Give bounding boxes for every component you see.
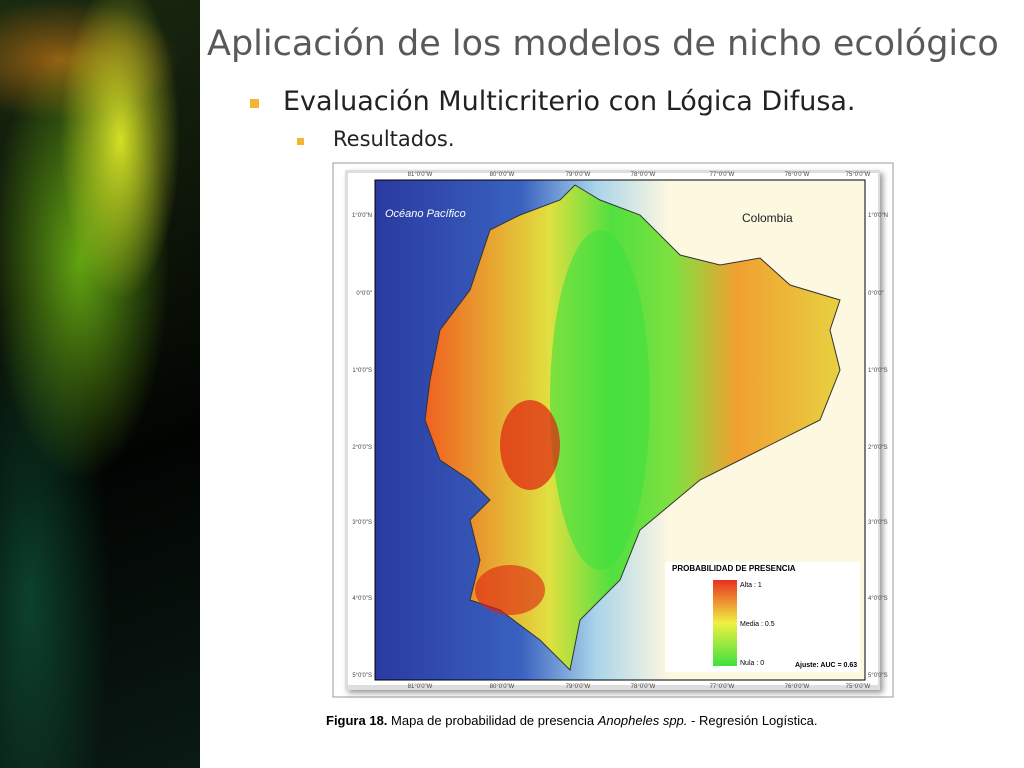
ocean-label: Océano Pacífico xyxy=(385,208,466,220)
caption-method: - Regresión Logística. xyxy=(691,713,817,728)
lon-tick-label: 76°0'0"W xyxy=(785,172,810,178)
lat-tick-label: 0°0'0" xyxy=(868,291,884,297)
lat-tick-label: 1°0'0"N xyxy=(868,213,888,219)
lon-tick-label: 77°0'0"W xyxy=(710,172,735,178)
legend-box xyxy=(665,562,860,672)
lon-tick-label: 79°0'0"W xyxy=(566,172,591,178)
lat-tick-label: 1°0'0"N xyxy=(352,213,372,219)
legend-fit: Ajuste: AUC = 0.63 xyxy=(795,662,857,669)
lat-tick-label: 5°0'0"S xyxy=(352,673,372,679)
caption: Figura 18. Mapa de probabilidad de prese… xyxy=(326,713,817,728)
bullet-marker xyxy=(250,99,259,108)
lon-tick-label: 75°0'0"W xyxy=(846,684,871,690)
lon-tick-label: 75°0'0"W xyxy=(846,172,871,178)
map-zone xyxy=(500,400,560,490)
lon-tick-label: 81°0'0"W xyxy=(408,684,433,690)
lon-tick-label: 81°0'0"W xyxy=(408,172,433,178)
country-label: Colombia xyxy=(742,211,793,225)
lat-tick-label: 0°0'0" xyxy=(356,291,372,297)
lon-tick-label: 80°0'0"W xyxy=(490,684,515,690)
lon-tick-label: 76°0'0"W xyxy=(785,684,810,690)
bullet: Resultados. xyxy=(333,127,455,151)
map-zone xyxy=(550,230,650,570)
lat-tick-label: 3°0'0"S xyxy=(868,520,888,526)
caption-species: Anopheles spp. xyxy=(597,713,688,728)
legend-label: Alta : 1 xyxy=(740,582,762,589)
decorative-strip xyxy=(0,0,200,768)
legend-label: Nula : 0 xyxy=(740,660,764,667)
caption-text: Mapa de probabilidad de presencia xyxy=(391,713,595,728)
lon-tick-label: 78°0'0"W xyxy=(631,172,656,178)
caption-label: Figura 18. xyxy=(326,713,387,728)
bullet: Evaluación Multicriterio con Lógica Difu… xyxy=(283,86,856,117)
lat-tick-label: 1°0'0"S xyxy=(868,368,888,374)
lat-tick-label: 5°0'0"S xyxy=(868,673,888,679)
legend-title: PROBABILIDAD DE PRESENCIA xyxy=(672,564,796,573)
lon-tick-label: 79°0'0"W xyxy=(566,684,591,690)
map-zone xyxy=(475,565,545,615)
slide-title: Aplicación de los modelos de nicho ecoló… xyxy=(207,24,999,64)
lat-tick-label: 2°0'0"S xyxy=(352,445,372,451)
lat-tick-label: 2°0'0"S xyxy=(868,445,888,451)
lat-tick-label: 4°0'0"S xyxy=(868,596,888,602)
lon-tick-label: 80°0'0"W xyxy=(490,172,515,178)
legend-label: Media : 0.5 xyxy=(740,621,775,628)
legend-gradient xyxy=(713,580,737,666)
lon-tick-label: 77°0'0"W xyxy=(710,684,735,690)
bullet-marker xyxy=(297,138,304,145)
lat-tick-label: 4°0'0"S xyxy=(352,596,372,602)
lat-tick-label: 1°0'0"S xyxy=(352,368,372,374)
lon-tick-label: 78°0'0"W xyxy=(631,684,656,690)
lat-tick-label: 3°0'0"S xyxy=(352,520,372,526)
